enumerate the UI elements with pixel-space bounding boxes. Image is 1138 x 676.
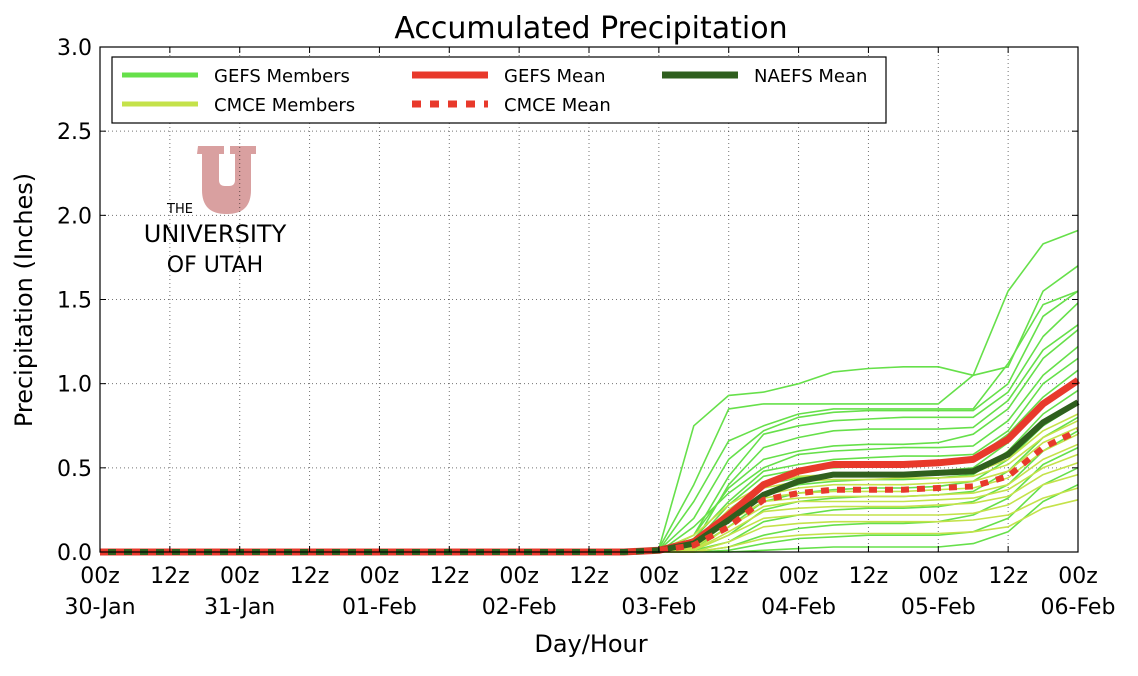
x-tick-label: 12z bbox=[430, 564, 470, 589]
x-day-label: 02-Feb bbox=[482, 595, 557, 620]
grid bbox=[99, 46, 1079, 553]
y-tick-label: 1.5 bbox=[57, 289, 92, 314]
x-tick-label: 12z bbox=[988, 564, 1028, 589]
u-logo-mark bbox=[197, 146, 256, 214]
logo-text-university: UNIVERSITY bbox=[144, 220, 287, 248]
x-day-label: 03-Feb bbox=[621, 595, 696, 620]
y-axis-label: Precipitation (Inches) bbox=[10, 173, 38, 427]
y-tick-label: 1.0 bbox=[57, 373, 92, 398]
x-day-label: 06-Feb bbox=[1041, 595, 1116, 620]
university-logo: THE UNIVERSITY OF UTAH bbox=[144, 146, 287, 278]
x-tick-label: 00z bbox=[779, 564, 819, 589]
axes: 0.0 0.5 1.0 1.5 2.0 2.5 3.0 00z 12z 00z 12z 00z 12z 0… bbox=[57, 36, 1115, 620]
y-tick-label: 2.0 bbox=[57, 204, 92, 229]
series-gefs-member-3 bbox=[100, 290, 1079, 553]
x-tick-label: 00z bbox=[499, 564, 539, 589]
legend-box bbox=[111, 56, 887, 124]
x-tick-label: 00z bbox=[80, 564, 120, 589]
series-gefs-member-4 bbox=[100, 290, 1079, 553]
x-tick-label: 12z bbox=[709, 564, 749, 589]
x-tick-label: 00z bbox=[220, 564, 260, 589]
x-day-label: 31-Jan bbox=[204, 595, 275, 620]
x-day-label: 04-Feb bbox=[761, 595, 836, 620]
y-tick-label: 3.0 bbox=[57, 36, 92, 61]
legend-label-naefs-mean: NAEFS Mean bbox=[754, 66, 867, 87]
y-tick-label: 2.5 bbox=[57, 120, 92, 145]
x-day-label: 30-Jan bbox=[64, 595, 135, 620]
x-day-label: 05-Feb bbox=[901, 595, 976, 620]
legend-label-gefs-mean: GEFS Mean bbox=[504, 66, 606, 87]
x-tick-label: 12z bbox=[849, 564, 889, 589]
x-day-label: 01-Feb bbox=[342, 595, 417, 620]
series-gefs-member-6 bbox=[100, 324, 1079, 553]
legend-label-cmce-mean: CMCE Mean bbox=[504, 95, 611, 116]
series-gefs-mean bbox=[100, 377, 1080, 556]
x-tick-label: 00z bbox=[360, 564, 400, 589]
x-tick-label: 12z bbox=[569, 564, 609, 589]
x-axis-label: Day/Hour bbox=[534, 630, 647, 658]
y-tick-label: 0.5 bbox=[57, 457, 92, 482]
x-tick-label: 12z bbox=[150, 564, 190, 589]
x-tick-label: 00z bbox=[639, 564, 679, 589]
logo-text-of-utah: OF UTAH bbox=[167, 253, 263, 278]
x-tick-label: 00z bbox=[919, 564, 959, 589]
legend-label-gefs-member: GEFS Members bbox=[214, 66, 350, 87]
legend-label-cmce-member: CMCE Members bbox=[214, 95, 355, 116]
legend: GEFS Members GEFS Mean NAEFS Mean CMCE Memb… bbox=[111, 56, 887, 124]
x-tick-label: 00z bbox=[1058, 564, 1098, 589]
chart-title: Accumulated Precipitation bbox=[394, 11, 787, 46]
y-tick-label: 0.0 bbox=[57, 541, 92, 566]
x-tick-label: 12z bbox=[290, 564, 330, 589]
logo-text-the: THE bbox=[166, 202, 193, 217]
